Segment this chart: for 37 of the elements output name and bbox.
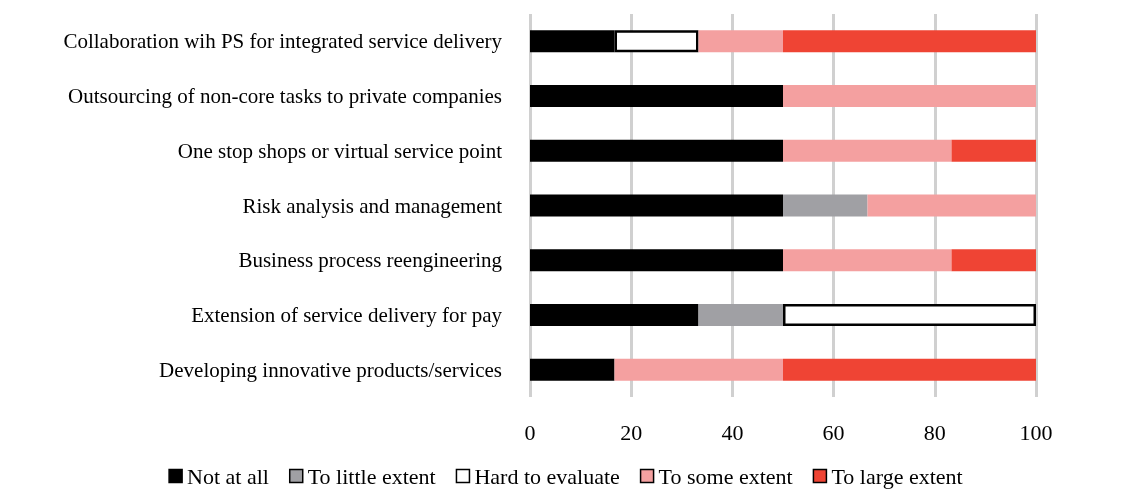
bar (530, 303, 699, 326)
legend-label: Not at all (187, 463, 269, 489)
x-tick-label: 80 (923, 419, 946, 445)
bar (783, 194, 868, 217)
bar (783, 85, 1036, 108)
legend-label: To some extent (658, 463, 793, 489)
bar (783, 249, 952, 272)
bar (783, 139, 952, 162)
bar (951, 249, 1036, 272)
x-tick-label: 40 (721, 419, 744, 445)
bar (530, 139, 783, 162)
y-tick-label: Risk analysis and management (242, 193, 503, 218)
y-tick-label: Extension of service delivery for pay (191, 302, 503, 327)
legend-label: To little extent (307, 463, 436, 489)
x-tick-label: 60 (822, 419, 845, 445)
bar (783, 303, 1036, 326)
y-tick-label: Business process reengineering (238, 248, 503, 273)
legend-label: To large extent (831, 463, 963, 489)
bar (698, 30, 783, 53)
x-tick-label: 0 (524, 419, 536, 445)
legend-label: Hard to evaluate (474, 463, 620, 489)
y-tick-label: Developing innovative products/services (159, 357, 502, 382)
bar (530, 85, 783, 108)
bar (783, 30, 1036, 53)
bar (530, 358, 615, 381)
y-tick-label: Outsourcing of non-core tasks to private companies (68, 84, 502, 109)
bar (614, 358, 783, 381)
bar (867, 194, 1036, 217)
x-tick-label: 100 (1019, 419, 1053, 445)
x-tick-label: 20 (620, 419, 643, 445)
bar (698, 303, 783, 326)
bar (783, 358, 1036, 381)
bar (951, 139, 1036, 162)
bar (530, 249, 783, 272)
y-tick-label: One stop shops or virtual service point (177, 138, 503, 163)
bar (530, 194, 783, 217)
y-tick-label: Collaboration wih PS for integrated service delivery (63, 29, 503, 54)
